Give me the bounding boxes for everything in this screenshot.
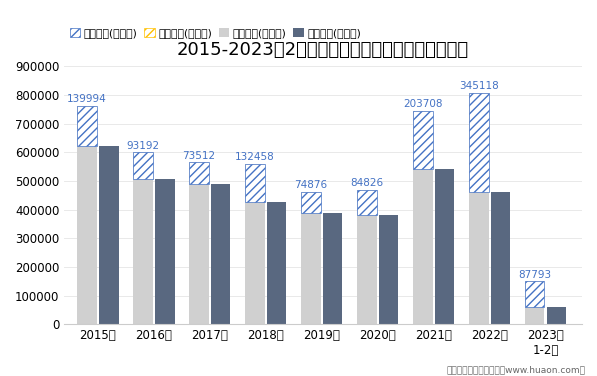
Legend: 贸易顺差(万美元), 贸易逆差(万美元), 出口总额(万美元), 进口总额(万美元): 贸易顺差(万美元), 贸易逆差(万美元), 出口总额(万美元), 进口总额(万美… bbox=[70, 28, 361, 38]
Bar bbox=[435, 169, 454, 324]
Bar bbox=[413, 111, 433, 169]
Bar bbox=[525, 281, 544, 324]
Bar bbox=[547, 306, 567, 324]
Text: 345118: 345118 bbox=[459, 81, 498, 91]
Bar bbox=[133, 152, 153, 324]
Bar bbox=[99, 146, 119, 324]
Bar bbox=[155, 179, 174, 324]
Bar bbox=[77, 106, 97, 146]
Bar bbox=[491, 192, 510, 324]
Text: 93192: 93192 bbox=[127, 141, 159, 151]
Title: 2015-2023年2月河北省外商投资企业进出口差额图: 2015-2023年2月河北省外商投资企业进出口差额图 bbox=[177, 41, 469, 59]
Bar bbox=[301, 192, 321, 214]
Bar bbox=[323, 214, 343, 324]
Text: 203708: 203708 bbox=[403, 99, 442, 109]
Text: 132458: 132458 bbox=[235, 152, 275, 162]
Bar bbox=[245, 164, 264, 324]
Bar bbox=[379, 215, 398, 324]
Bar bbox=[413, 111, 433, 324]
Bar bbox=[77, 106, 97, 324]
Text: 139994: 139994 bbox=[67, 94, 107, 104]
Bar bbox=[357, 190, 377, 215]
Bar bbox=[357, 190, 377, 324]
Bar bbox=[301, 192, 321, 324]
Bar bbox=[211, 183, 230, 324]
Text: 74876: 74876 bbox=[294, 180, 327, 190]
Text: 84826: 84826 bbox=[350, 179, 383, 188]
Bar bbox=[189, 162, 208, 183]
Bar bbox=[133, 152, 153, 179]
Bar bbox=[525, 281, 544, 306]
Bar bbox=[245, 164, 264, 202]
Bar bbox=[469, 93, 488, 192]
Bar bbox=[267, 202, 287, 324]
Text: 87793: 87793 bbox=[518, 270, 551, 280]
Bar bbox=[189, 162, 208, 324]
Bar bbox=[469, 93, 488, 324]
Text: 制图：华经产业研究院（www.huaon.com）: 制图：华经产业研究院（www.huaon.com） bbox=[446, 365, 585, 374]
Text: 73512: 73512 bbox=[182, 151, 216, 161]
